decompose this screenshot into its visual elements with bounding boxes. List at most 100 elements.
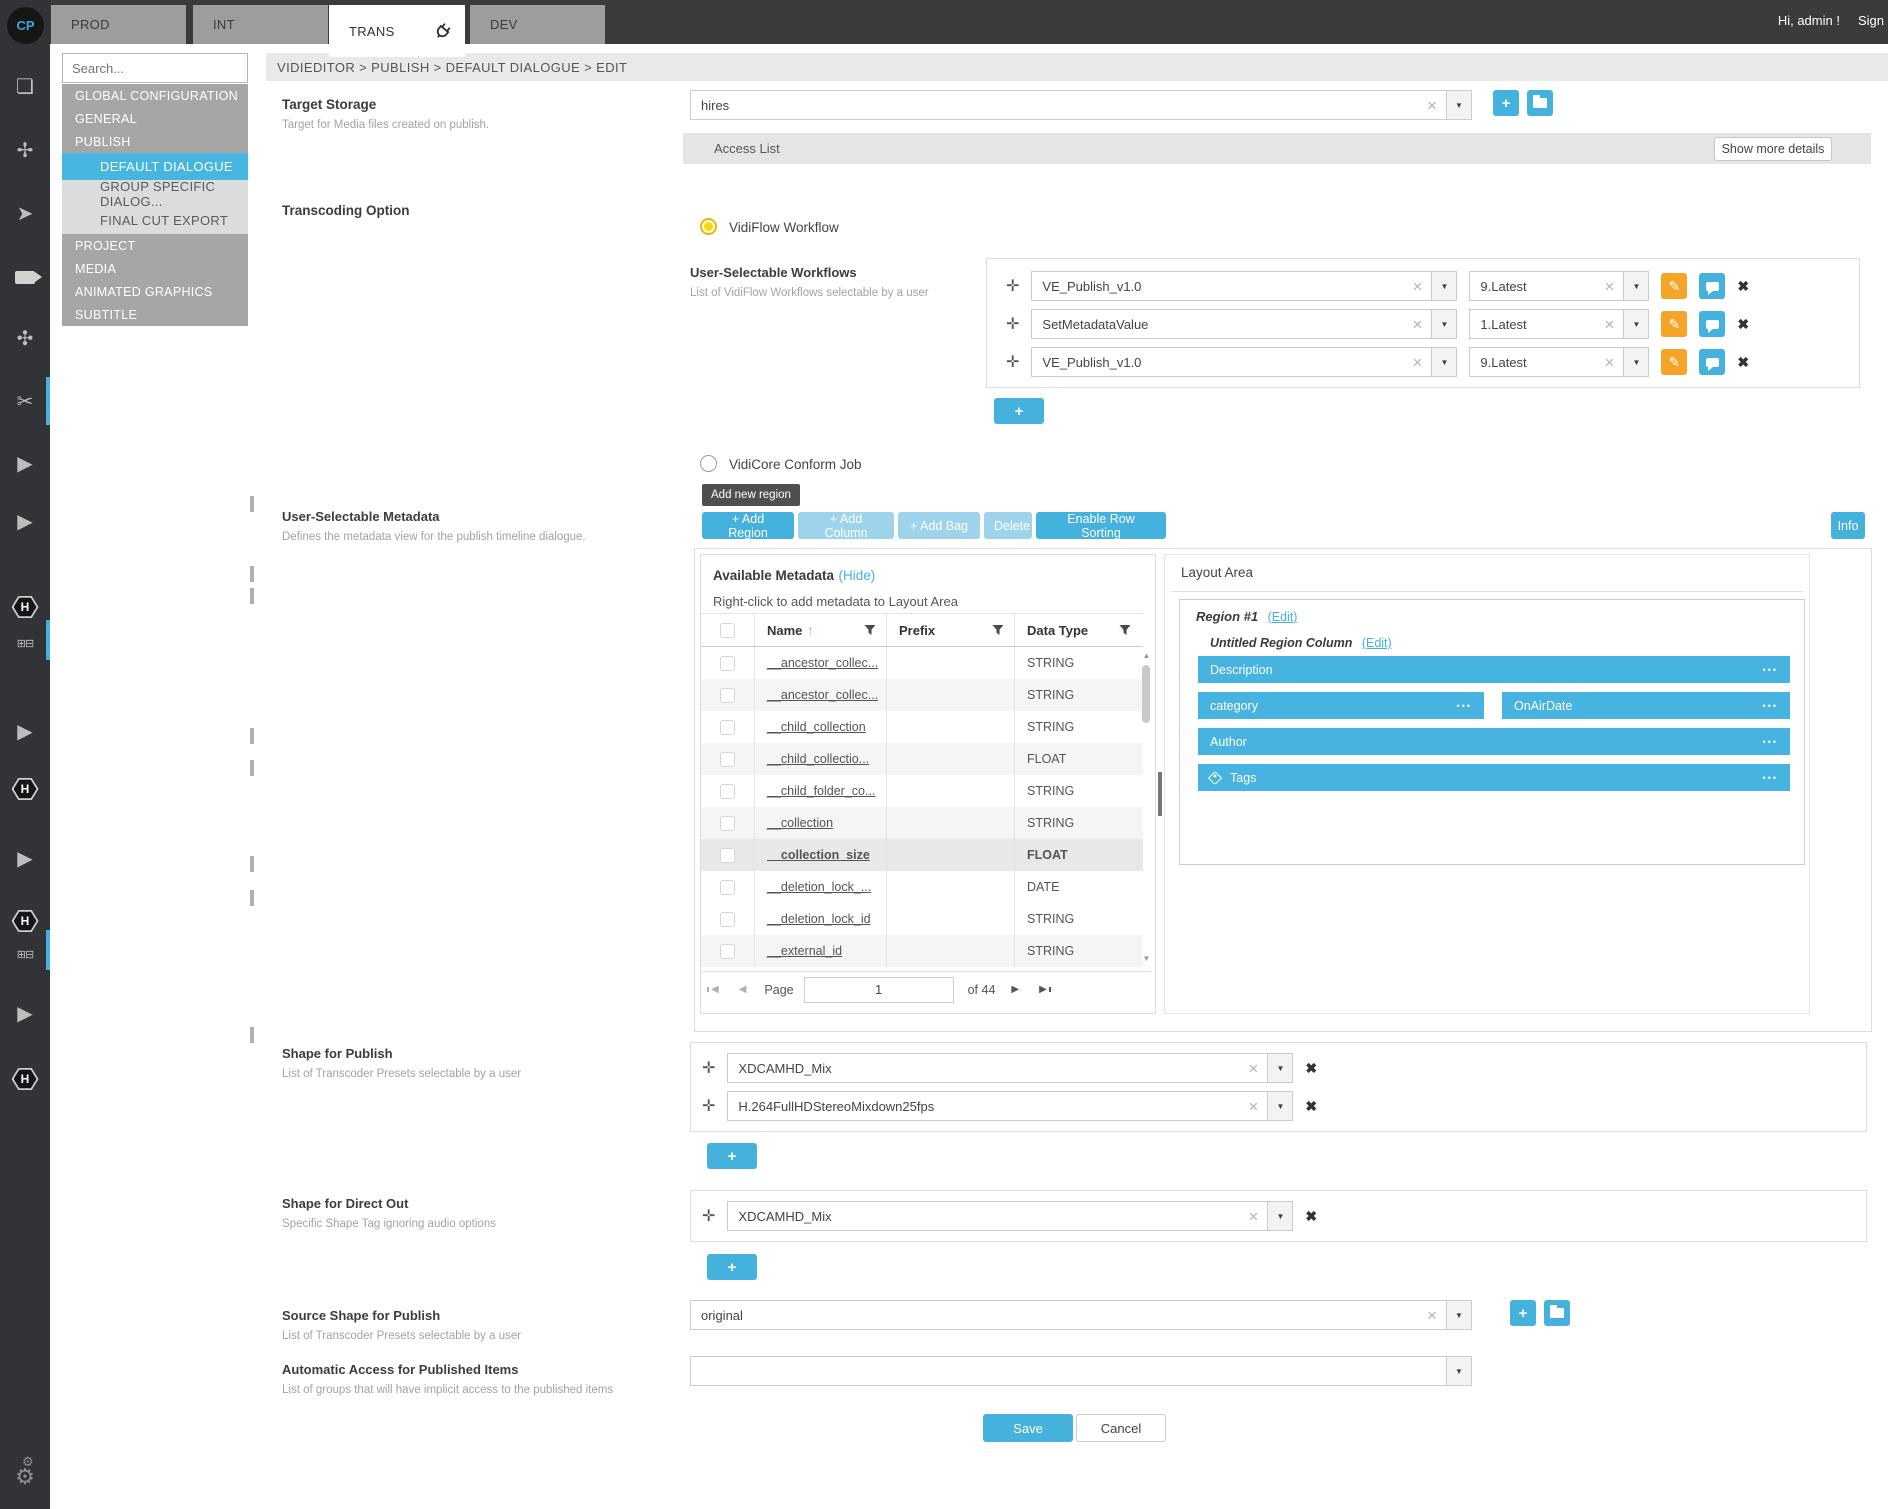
- play-module-icon[interactable]: ▶: [0, 446, 50, 480]
- import-module-icon[interactable]: ▶: [0, 504, 50, 538]
- sidebar-item-publish[interactable]: PUBLISH: [62, 130, 248, 153]
- network-icon[interactable]: ✣: [0, 321, 50, 355]
- table-row[interactable]: __child_folder_co... STRING: [701, 775, 1143, 807]
- pager-prev-icon[interactable]: ◀: [738, 984, 747, 995]
- filter-icon[interactable]: [1119, 624, 1131, 636]
- field-menu-icon[interactable]: •••: [1456, 700, 1472, 711]
- browse-source-shape-button[interactable]: [1544, 1300, 1570, 1326]
- automation-icon[interactable]: ✢: [0, 133, 50, 167]
- workflow-comment-button[interactable]: [1699, 273, 1726, 299]
- camera-icon[interactable]: [0, 260, 50, 294]
- workflow-version-select[interactable]: 9.Latest × ▼: [1469, 271, 1650, 301]
- tab-trans[interactable]: TRANS: [329, 5, 465, 57]
- clear-icon[interactable]: ×: [1248, 1058, 1259, 1078]
- chevron-down-icon[interactable]: ▼: [1446, 1357, 1471, 1385]
- chevron-down-icon[interactable]: ▼: [1623, 310, 1649, 338]
- sidebar-item-subtitle[interactable]: SUBTITLE: [62, 303, 248, 326]
- sidebar-item-project[interactable]: PROJECT: [62, 234, 248, 257]
- drag-handle-icon[interactable]: ✛: [1006, 278, 1020, 295]
- page-input[interactable]: [803, 976, 954, 1003]
- row-checkbox[interactable]: [720, 879, 735, 895]
- table-row[interactable]: __collection STRING: [701, 807, 1143, 839]
- clear-icon[interactable]: ×: [1604, 314, 1615, 334]
- workflow-select[interactable]: SetMetadataValue × ▼: [1031, 309, 1458, 339]
- workflow-version-select[interactable]: 1.Latest × ▼: [1469, 309, 1650, 339]
- sidebar-item-group-specific-dialogue[interactable]: GROUP SPECIFIC DIALOG...: [62, 179, 248, 209]
- layout-field-onairdate[interactable]: OnAirDate •••: [1502, 692, 1790, 719]
- row-checkbox[interactable]: [720, 847, 735, 863]
- select-all-checkbox[interactable]: [720, 622, 735, 638]
- field-menu-icon[interactable]: •••: [1762, 664, 1778, 675]
- browse-storage-button[interactable]: [1527, 90, 1553, 116]
- add-storage-button[interactable]: +: [1493, 90, 1519, 116]
- remove-shape-icon[interactable]: ✖: [1305, 1059, 1318, 1076]
- info-button[interactable]: Info: [1831, 512, 1865, 539]
- clear-icon[interactable]: ×: [1248, 1096, 1259, 1116]
- save-button[interactable]: Save: [983, 1414, 1073, 1442]
- layout-field-tags[interactable]: Tags •••: [1198, 764, 1790, 791]
- column-header-data-type[interactable]: Data Type: [1015, 614, 1141, 646]
- play-module-icon[interactable]: ▶: [0, 714, 50, 748]
- clear-icon[interactable]: ×: [1248, 1206, 1259, 1226]
- layout-field-category[interactable]: category •••: [1198, 692, 1484, 719]
- clear-icon[interactable]: ×: [1427, 1305, 1437, 1325]
- chevron-down-icon[interactable]: ▼: [1431, 310, 1457, 338]
- target-storage-value[interactable]: [691, 97, 1419, 113]
- radio-vidiflow-workflow[interactable]: [700, 218, 717, 235]
- table-row-selected[interactable]: __collection_size FLOAT: [701, 839, 1143, 871]
- remove-workflow-icon[interactable]: ✖: [1737, 277, 1750, 294]
- drag-handle-icon[interactable]: ✛: [1006, 354, 1020, 371]
- region-column-edit-link[interactable]: (Edit): [1361, 636, 1392, 650]
- h-product-icon[interactable]: H: [0, 772, 50, 806]
- scroll-thumb[interactable]: [1142, 665, 1150, 723]
- table-row[interactable]: __deletion_lock_... DATE: [701, 871, 1143, 903]
- editor-scissors-icon[interactable]: ✂: [0, 384, 50, 418]
- add-direct-shape-button[interactable]: +: [707, 1254, 757, 1280]
- pager-last-icon[interactable]: ▶: [1029, 984, 1057, 995]
- table-row[interactable]: __child_collectio... FLOAT: [701, 743, 1143, 775]
- add-workflow-button[interactable]: +: [994, 398, 1044, 424]
- table-row[interactable]: __ancestor_collec... STRING: [701, 647, 1143, 679]
- field-menu-icon[interactable]: •••: [1762, 700, 1778, 711]
- field-menu-icon[interactable]: •••: [1762, 772, 1778, 783]
- shape-select[interactable]: H.264FullHDStereoMixdown25fps × ▼: [727, 1091, 1294, 1121]
- show-more-details-button[interactable]: Show more details: [1714, 137, 1832, 161]
- search-input[interactable]: [62, 53, 248, 83]
- panel-resize-handle[interactable]: [1158, 772, 1162, 816]
- add-column-button[interactable]: + Add Column: [798, 512, 894, 540]
- pager-first-icon[interactable]: ◀: [701, 984, 729, 995]
- play-module-icon[interactable]: ▶: [0, 996, 50, 1030]
- chevron-down-icon[interactable]: ▼: [1267, 1054, 1293, 1082]
- add-bag-button[interactable]: + Add Bag: [898, 512, 980, 539]
- signout-link[interactable]: Sign: [1857, 13, 1884, 28]
- delete-button[interactable]: Delete: [984, 512, 1032, 539]
- workflow-icon[interactable]: ➤: [0, 196, 50, 230]
- pager-next-icon[interactable]: ▶: [1011, 984, 1020, 995]
- workflow-select[interactable]: VE_Publish_v1.0 × ▼: [1031, 347, 1458, 377]
- chevron-down-icon[interactable]: ▼: [1267, 1092, 1293, 1120]
- radio-vidicore-conform-job[interactable]: [700, 455, 717, 472]
- h-product-icon[interactable]: H: [0, 1062, 50, 1096]
- drag-handle-icon[interactable]: ✛: [702, 1208, 716, 1225]
- source-shape-select[interactable]: × ▼: [690, 1300, 1472, 1330]
- workflow-comment-button[interactable]: [1699, 311, 1726, 337]
- clear-icon[interactable]: ×: [1412, 276, 1423, 296]
- drag-handle-icon[interactable]: ✛: [702, 1098, 716, 1115]
- panel-module-icon[interactable]: ⊞⊟: [0, 626, 50, 660]
- clear-icon[interactable]: ×: [1412, 352, 1423, 372]
- chevron-down-icon[interactable]: ▼: [1267, 1202, 1293, 1230]
- clear-icon[interactable]: ×: [1604, 352, 1615, 372]
- h-product-icon[interactable]: H: [0, 904, 50, 938]
- table-scrollbar[interactable]: ▲ ▼: [1140, 649, 1153, 965]
- field-menu-icon[interactable]: •••: [1762, 736, 1778, 747]
- settings-gear-icon[interactable]: ⚙ ⚙: [0, 1454, 50, 1494]
- sidebar-item-animated-graphics[interactable]: ANIMATED GRAPHICS: [62, 280, 248, 303]
- chevron-down-icon[interactable]: ▼: [1431, 348, 1457, 376]
- automatic-access-select[interactable]: ▼: [690, 1356, 1472, 1386]
- row-checkbox[interactable]: [720, 943, 735, 959]
- chevron-down-icon[interactable]: ▼: [1431, 272, 1457, 300]
- workflow-select[interactable]: VE_Publish_v1.0 × ▼: [1031, 271, 1458, 301]
- play-module-icon[interactable]: ▶: [0, 841, 50, 875]
- drag-handle-icon[interactable]: ✛: [702, 1060, 716, 1077]
- row-checkbox[interactable]: [720, 911, 735, 927]
